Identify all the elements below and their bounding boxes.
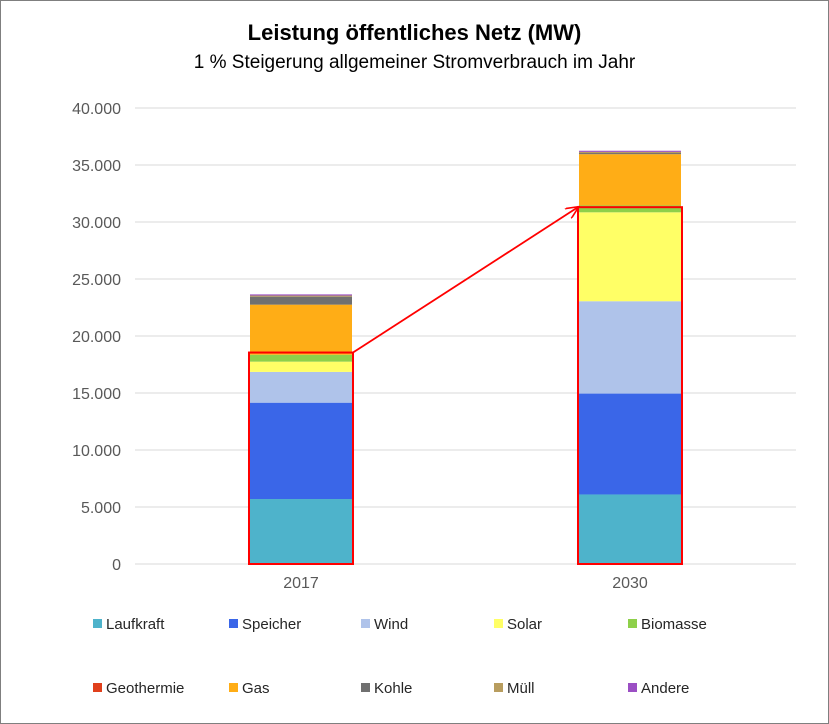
legend-label-biomasse: Biomasse bbox=[641, 616, 707, 633]
legend-swatch-kohle bbox=[361, 683, 370, 692]
bar-segment-biomasse bbox=[579, 205, 681, 213]
bar-segment-kohle bbox=[250, 296, 352, 305]
legend-swatch-müll bbox=[494, 683, 503, 692]
x-tick-label: 2030 bbox=[612, 575, 648, 592]
bar-segment-müll bbox=[579, 151, 681, 154]
chart-subtitle: 1 % Steigerung allgemeiner Stromverbrauc… bbox=[193, 52, 636, 73]
x-tick-label: 2017 bbox=[283, 575, 319, 592]
legend-label-wind: Wind bbox=[374, 616, 408, 633]
x-axis-ticks: 2017 2030 bbox=[283, 575, 648, 592]
y-tick-label: 10.000 bbox=[72, 443, 121, 460]
legend-swatch-wind bbox=[361, 619, 370, 628]
bar-segment-andere bbox=[579, 150, 681, 152]
legend-swatch-laufkraft bbox=[93, 619, 102, 628]
bar-stacks bbox=[250, 150, 681, 564]
y-tick-label: 15.000 bbox=[72, 386, 121, 403]
annotations bbox=[248, 206, 683, 565]
bar-segment-wind bbox=[579, 301, 681, 394]
legend-swatch-biomasse bbox=[628, 619, 637, 628]
bar-segment-wind bbox=[250, 371, 352, 403]
bar-segment-gas bbox=[250, 304, 352, 355]
legend-label-müll: Müll bbox=[507, 680, 535, 697]
legend-label-gas: Gas bbox=[242, 680, 270, 697]
y-tick-label: 40.000 bbox=[72, 101, 121, 118]
legend: Laufkraft Speicher Wind Solar Biomasse Geothe… bbox=[93, 616, 707, 697]
highlight-box-2017 bbox=[248, 351, 354, 565]
legend-label-geothermie: Geothermie bbox=[106, 680, 184, 697]
legend-swatch-geothermie bbox=[93, 683, 102, 692]
bar-segment-müll bbox=[250, 295, 352, 297]
bar-segment-solar bbox=[579, 212, 681, 302]
y-tick-label: 0 bbox=[112, 557, 121, 574]
legend-label-speicher: Speicher bbox=[242, 616, 301, 633]
bar-segment-solar bbox=[250, 361, 352, 372]
legend-label-solar: Solar bbox=[507, 616, 542, 633]
bar-segment-gas bbox=[579, 154, 681, 206]
grid-lines bbox=[135, 107, 796, 565]
bar-segment-laufkraft bbox=[250, 499, 352, 564]
growth-arrow bbox=[352, 207, 578, 354]
bar-segment-kohle bbox=[579, 153, 681, 155]
bar-segment-speicher bbox=[579, 393, 681, 495]
y-tick-label: 30.000 bbox=[72, 215, 121, 232]
y-tick-label: 5.000 bbox=[81, 500, 121, 517]
y-axis-ticks: 0 5.000 10.000 15.000 20.000 25.000 30.000 35.0… bbox=[72, 101, 121, 574]
bar-segment-biomasse bbox=[250, 354, 352, 362]
chart-title: Leistung öffentliches Netz (MW) bbox=[247, 20, 582, 45]
bar-segment-andere bbox=[250, 294, 352, 296]
y-tick-label: 25.000 bbox=[72, 272, 121, 289]
legend-label-kohle: Kohle bbox=[374, 680, 412, 697]
legend-swatch-gas bbox=[229, 683, 238, 692]
bar-segment-speicher bbox=[250, 402, 352, 500]
bar-segment-laufkraft bbox=[579, 494, 681, 564]
legend-label-andere: Andere bbox=[641, 680, 689, 697]
highlight-box-2030 bbox=[577, 206, 683, 565]
legend-swatch-solar bbox=[494, 619, 503, 628]
legend-swatch-speicher bbox=[229, 619, 238, 628]
y-tick-label: 20.000 bbox=[72, 329, 121, 346]
legend-label-laufkraft: Laufkraft bbox=[106, 616, 165, 633]
y-tick-label: 35.000 bbox=[72, 158, 121, 175]
legend-swatch-andere bbox=[628, 683, 637, 692]
